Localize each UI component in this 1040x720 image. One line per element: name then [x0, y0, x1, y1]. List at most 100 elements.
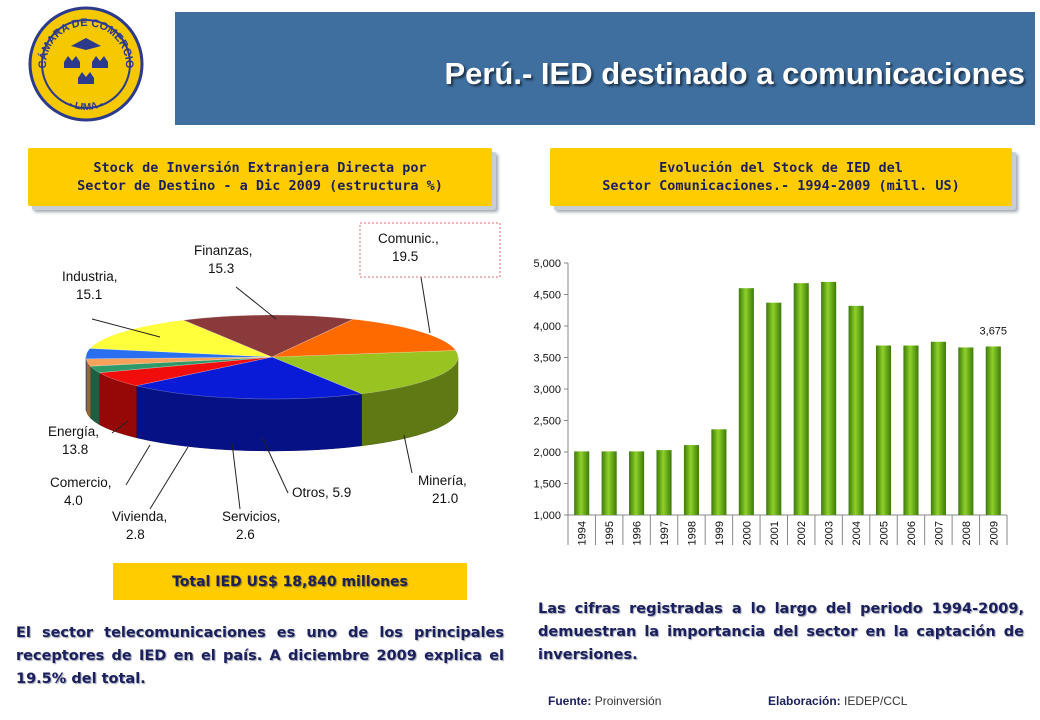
pie-value-energa: 13.8 [62, 442, 88, 457]
bar-xtick-label: 2009 [988, 521, 1000, 545]
pie-leader-industria [91, 318, 161, 338]
bar-ytick-label: 3,000 [533, 384, 561, 396]
bar-xtick-label: 2001 [769, 521, 781, 545]
bar-xtick-label: 1995 [604, 521, 616, 545]
bar-xtick-label: 2007 [933, 521, 945, 545]
bar-1998 [683, 445, 700, 515]
pie-chart-heading: Stock de Inversión Extranjera Directa po… [28, 148, 492, 206]
title-bar: Perú.- IED destinado a comunicaciones [175, 12, 1035, 125]
bar-2002 [793, 283, 809, 515]
pie-leader-energa [111, 420, 129, 434]
bar-heading-line2: Sector Comunicaciones.- 1994-2009 (mill.… [602, 178, 960, 194]
source-label: Fuente: [548, 694, 592, 708]
bar-2008 [958, 347, 974, 515]
pie-leader-otros [261, 436, 289, 494]
pie-slice-otros [98, 356, 273, 387]
pie-leader-vivienda [149, 446, 189, 510]
pie-side-vivienda [85, 358, 91, 419]
bar-2003 [821, 281, 837, 515]
pie-label-otros: Otros, 5.9 [292, 485, 351, 500]
pie-value-comercio: 4.0 [64, 493, 83, 508]
bar-2007 [930, 341, 946, 515]
pie-slice-minera [136, 356, 363, 400]
bar-xtick-label: 2003 [824, 521, 836, 545]
pie-slice-vivienda [85, 356, 273, 367]
pie-label-energa: Energía, [48, 424, 99, 439]
pie-label-comunic: Comunic., [378, 231, 439, 246]
svg-text:- LIMA -: - LIMA - [67, 99, 105, 113]
bar-2001 [766, 302, 782, 515]
bar-ytick-label: 2,500 [533, 416, 561, 428]
pie-leader-minera [403, 434, 413, 474]
pie-side-servicios [90, 365, 100, 426]
bar-xtick-label: 2000 [741, 521, 753, 545]
pie-slice-industria [182, 314, 355, 358]
pie-value-comunic: 19.5 [392, 249, 418, 264]
pie-leader-finanzas [235, 286, 277, 320]
pie-slice-finanzas [271, 318, 457, 358]
bar-bars [574, 281, 1001, 515]
bar-ytick-label: 4,000 [533, 321, 561, 333]
bar-1994 [574, 451, 590, 515]
bar-xtick-label: 2004 [851, 521, 863, 545]
pie-label-servicios: Servicios, [222, 509, 281, 524]
pie-labels: Comunic., 19.5 Minería, 21.0 Otros, 5.9 Servi… [48, 222, 501, 542]
pie-leader-comunic [419, 270, 431, 334]
bar-1997 [656, 450, 672, 515]
pie-label-minera: Minería, [418, 473, 467, 488]
pie-chart: Comunic., 19.5 Minería, 21.0 Otros, 5.9 Servi… [48, 222, 501, 542]
bar-xtick-label: 1994 [577, 521, 589, 545]
bar-1995 [601, 451, 617, 515]
right-paragraph: Las cifras registradas a lo largo del pe… [538, 601, 1024, 663]
left-paragraph: El sector telecomunicaciones es uno de l… [16, 625, 504, 687]
bar-heading-line1: Evolución del Stock de IED del [659, 160, 903, 176]
pie-value-minera: 21.0 [432, 491, 458, 506]
pie-slice-energa [89, 319, 273, 358]
pie-label-industria: Industria, [62, 269, 118, 284]
pie-label-finanzas: Finanzas, [194, 243, 253, 258]
bar-xtick-label: 2006 [906, 521, 918, 545]
bar-xtick-label: 2008 [961, 521, 973, 545]
bar-xtick-label: 1999 [714, 521, 726, 545]
bar-xtick-label: 1997 [659, 521, 671, 545]
bar-2005 [875, 345, 892, 515]
bar-ytick-label: 2,000 [533, 447, 561, 459]
pie-leader-servicios [231, 442, 241, 510]
pie-slice-comercio [85, 348, 273, 360]
bar-xtick-label: 2005 [879, 521, 891, 545]
bar-1999 [711, 429, 727, 515]
bar-2000 [738, 288, 754, 515]
bar-2006 [903, 345, 919, 515]
logo-text-bottom: - LIMA - [67, 99, 105, 113]
bar-ytick-label: 1,500 [533, 479, 561, 491]
pie-heading-line1: Stock de Inversión Extranjera Directa po… [93, 160, 427, 176]
made-label: Elaboración: [768, 694, 841, 708]
bar-ytick-label: 5,000 [533, 258, 561, 270]
chamber-logo: CÁMARA DE COMERCIO - LIMA - [26, 4, 146, 124]
pie-label-comercio: Comercio, [50, 475, 112, 490]
pie-value-finanzas: 15.3 [208, 261, 234, 276]
bar-chart: 1,000 1,500 2,000 2,500 3,000 3,500 4,000 4,500… [533, 258, 1008, 545]
footer: Fuente: Proinversión Elaboración: IEDEP/… [548, 694, 1028, 712]
made-value: IEDEP/CCL [844, 694, 908, 708]
total-ied-box: Total IED US$ 18,840 millones [113, 563, 467, 600]
pie-heading-line2: Sector de Destino - a Dic 2009 (estructu… [77, 178, 443, 194]
bar-xtick-label: 2002 [796, 521, 808, 545]
comunic-callout-box [359, 222, 501, 278]
bar-xtick-label: 1998 [686, 521, 698, 545]
source-value: Proinversión [594, 694, 662, 708]
bar-1996 [629, 451, 645, 515]
pie-tops [85, 314, 459, 400]
pie-leader-comercio [125, 444, 151, 486]
bar-2004 [848, 305, 864, 515]
pie-value-vivienda: 2.8 [126, 527, 145, 542]
pie-leaders [91, 270, 431, 510]
bar-ytick-label: 3,500 [533, 353, 561, 365]
pie-value-industria: 15.1 [76, 287, 102, 302]
bar-ytick-label: 1,000 [533, 510, 561, 522]
bar-data-label-2009: 3,675 [980, 325, 1008, 337]
bar-ytick-label: 4,500 [533, 290, 561, 302]
bar-labels: 1994 1995 1996 1997 1998 1999 2000 2001 2002 2003… [577, 325, 1007, 545]
bar-chart-heading: Evolución del Stock de IED del Sector Co… [550, 148, 1012, 206]
bar-2009 [985, 346, 1001, 515]
